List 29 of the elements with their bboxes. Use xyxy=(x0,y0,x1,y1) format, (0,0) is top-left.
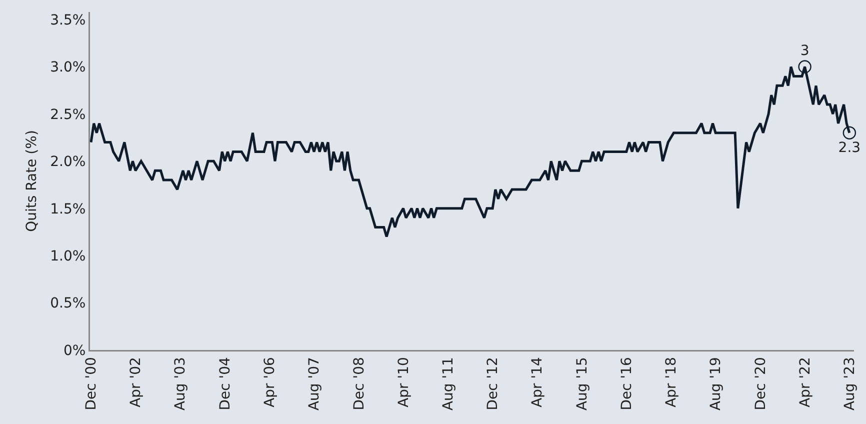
x-tick-label: Apr '06 xyxy=(262,357,278,408)
x-tick-label: Aug '19 xyxy=(708,357,724,411)
x-tick-label: Dec '20 xyxy=(752,357,769,410)
y-tick-label: 1.5% xyxy=(50,201,86,218)
y-tick-label: 0.5% xyxy=(50,296,86,312)
data-label: 3 xyxy=(800,42,810,59)
y-axis-title: Quits Rate (%) xyxy=(24,130,40,232)
x-tick-label: Aug '23 xyxy=(842,357,858,411)
x-tick-label: Aug '07 xyxy=(306,357,323,411)
x-tick-label: Apr '18 xyxy=(664,357,680,408)
x-tick-label: Dec '08 xyxy=(351,357,368,410)
y-tick-label: 2.0% xyxy=(50,154,86,170)
x-tick-label: Apr '14 xyxy=(530,357,546,408)
y-tick-label: 2.5% xyxy=(50,106,86,123)
x-tick-label: Dec '00 xyxy=(84,357,100,410)
x-tick-label: Apr '10 xyxy=(396,357,412,408)
y-tick-label: 3.5% xyxy=(50,12,86,28)
x-tick-label: Aug '03 xyxy=(172,357,189,411)
x-tick-label: Aug '11 xyxy=(440,357,456,411)
y-tick-label: 0% xyxy=(63,342,86,359)
x-tick-label: Dec '12 xyxy=(485,357,502,410)
x-tick-label: Apr '22 xyxy=(797,357,814,408)
y-tick-label: 1.0% xyxy=(50,248,86,264)
x-tick-label: Aug '15 xyxy=(574,357,590,411)
x-tick-label: Apr '02 xyxy=(128,357,144,408)
data-label: 2.3 xyxy=(838,140,861,156)
y-tick-label: 3.0% xyxy=(50,60,86,76)
x-tick-label: Dec '16 xyxy=(618,357,635,410)
x-tick-label: Dec '04 xyxy=(217,357,234,410)
